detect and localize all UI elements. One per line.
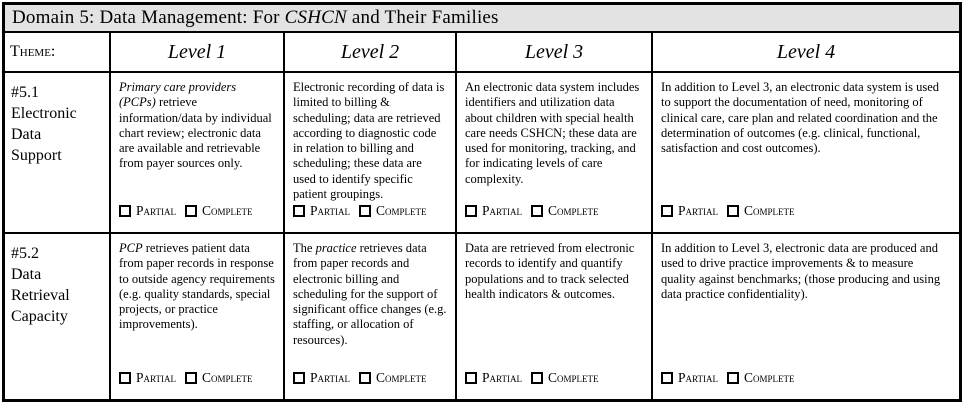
checkbox-row: Partial Complete xyxy=(293,203,447,219)
complete-option: Complete xyxy=(184,202,253,219)
complete-checkbox[interactable] xyxy=(184,371,197,384)
complete-label: Complete xyxy=(743,369,795,385)
cell-5-2-level-4: In addition to Level 3, electronic data … xyxy=(651,234,959,399)
checkbox-row: Partial Complete xyxy=(661,370,951,386)
cell-5-2-level-2: The practice retrieves data from paper r… xyxy=(283,234,455,399)
complete-label: Complete xyxy=(375,202,427,218)
checkbox-row: Partial Complete xyxy=(119,370,275,386)
complete-option: Complete xyxy=(726,202,795,219)
complete-checkbox[interactable] xyxy=(358,371,371,384)
cell-text: The practice retrieves data from paper r… xyxy=(293,241,447,347)
complete-option: Complete xyxy=(530,369,599,386)
partial-option: Partial xyxy=(119,203,176,219)
partial-checkbox[interactable] xyxy=(293,371,305,384)
theme-column-header: Theme: xyxy=(10,43,56,60)
partial-option: Partial xyxy=(293,370,350,386)
complete-label: Complete xyxy=(201,369,253,385)
cell-5-1-level-1: Primary care providers (PCPs) retrieve i… xyxy=(109,73,283,232)
cell-text: PCP retrieves patient data from paper re… xyxy=(119,241,275,332)
theme-cell-5-2: #5.2 Data Retrieval Capacity xyxy=(11,245,70,326)
partial-checkbox[interactable] xyxy=(661,371,673,384)
complete-checkbox[interactable] xyxy=(358,204,371,217)
cell-text: In addition to Level 3, electronic data … xyxy=(661,241,941,301)
complete-checkbox[interactable] xyxy=(726,204,739,217)
partial-label: Partial xyxy=(678,202,718,218)
partial-option: Partial xyxy=(661,370,718,386)
cell-text: Electronic recording of data is limited … xyxy=(293,80,445,201)
cell-5-2-level-3: Data are retrieved from electronic recor… xyxy=(455,234,651,399)
cell-5-1-level-4: In addition to Level 3, an electronic da… xyxy=(651,73,959,232)
checkbox-row: Partial Complete xyxy=(661,203,951,219)
complete-label: Complete xyxy=(743,202,795,218)
complete-option: Complete xyxy=(184,369,253,386)
cell-5-1-level-2: Electronic recording of data is limited … xyxy=(283,73,455,232)
partial-label: Partial xyxy=(136,369,176,385)
cell-text: Primary care providers (PCPs) retrieve i… xyxy=(119,80,272,171)
complete-label: Complete xyxy=(201,202,253,218)
checkbox-row: Partial Complete xyxy=(465,203,643,219)
checkbox-row: Partial Complete xyxy=(465,370,643,386)
partial-option: Partial xyxy=(293,203,350,219)
partial-label: Partial xyxy=(136,202,176,218)
partial-checkbox[interactable] xyxy=(661,204,673,217)
cell-5-2-level-1: PCP retrieves patient data from paper re… xyxy=(109,234,283,399)
partial-label: Partial xyxy=(678,369,718,385)
partial-option: Partial xyxy=(465,203,522,219)
partial-option: Partial xyxy=(119,370,176,386)
partial-checkbox[interactable] xyxy=(465,204,477,217)
partial-label: Partial xyxy=(482,202,522,218)
header-level-1: Level 1 xyxy=(109,33,283,71)
partial-label: Partial xyxy=(310,202,350,218)
title-bar: Domain 5: Data Management: For CSHCN and… xyxy=(5,5,959,33)
complete-option: Complete xyxy=(726,369,795,386)
table-row-5-1: #5.1 Electronic Data Support Primary car… xyxy=(5,71,959,232)
cell-text: Data are retrieved from electronic recor… xyxy=(465,241,635,301)
header-level-2: Level 2 xyxy=(283,33,455,71)
partial-checkbox[interactable] xyxy=(119,204,131,217)
complete-checkbox[interactable] xyxy=(184,204,197,217)
complete-checkbox[interactable] xyxy=(530,204,543,217)
complete-label: Complete xyxy=(375,369,427,385)
partial-label: Partial xyxy=(482,369,522,385)
complete-option: Complete xyxy=(358,202,427,219)
partial-option: Partial xyxy=(465,370,522,386)
page-title: Domain 5: Data Management: For CSHCN and… xyxy=(12,7,499,28)
cell-text: In addition to Level 3, an electronic da… xyxy=(661,80,940,155)
partial-checkbox[interactable] xyxy=(465,371,477,384)
cell-text: An electronic data system includes ident… xyxy=(465,80,640,186)
table-row-5-2: #5.2 Data Retrieval Capacity PCP retriev… xyxy=(5,232,959,399)
partial-checkbox[interactable] xyxy=(293,204,305,217)
complete-label: Complete xyxy=(547,202,599,218)
checkbox-row: Partial Complete xyxy=(293,370,447,386)
header-row: Theme: Level 1 Level 2 Level 3 Level 4 xyxy=(5,33,959,71)
complete-option: Complete xyxy=(358,369,427,386)
complete-label: Complete xyxy=(547,369,599,385)
partial-checkbox[interactable] xyxy=(119,371,131,384)
complete-checkbox[interactable] xyxy=(530,371,543,384)
partial-option: Partial xyxy=(661,203,718,219)
header-level-4: Level 4 xyxy=(651,33,959,71)
complete-option: Complete xyxy=(530,202,599,219)
partial-label: Partial xyxy=(310,369,350,385)
theme-cell-5-1: #5.1 Electronic Data Support xyxy=(11,84,77,165)
complete-checkbox[interactable] xyxy=(726,371,739,384)
cell-5-1-level-3: An electronic data system includes ident… xyxy=(455,73,651,232)
checkbox-row: Partial Complete xyxy=(119,203,275,219)
header-level-3: Level 3 xyxy=(455,33,651,71)
